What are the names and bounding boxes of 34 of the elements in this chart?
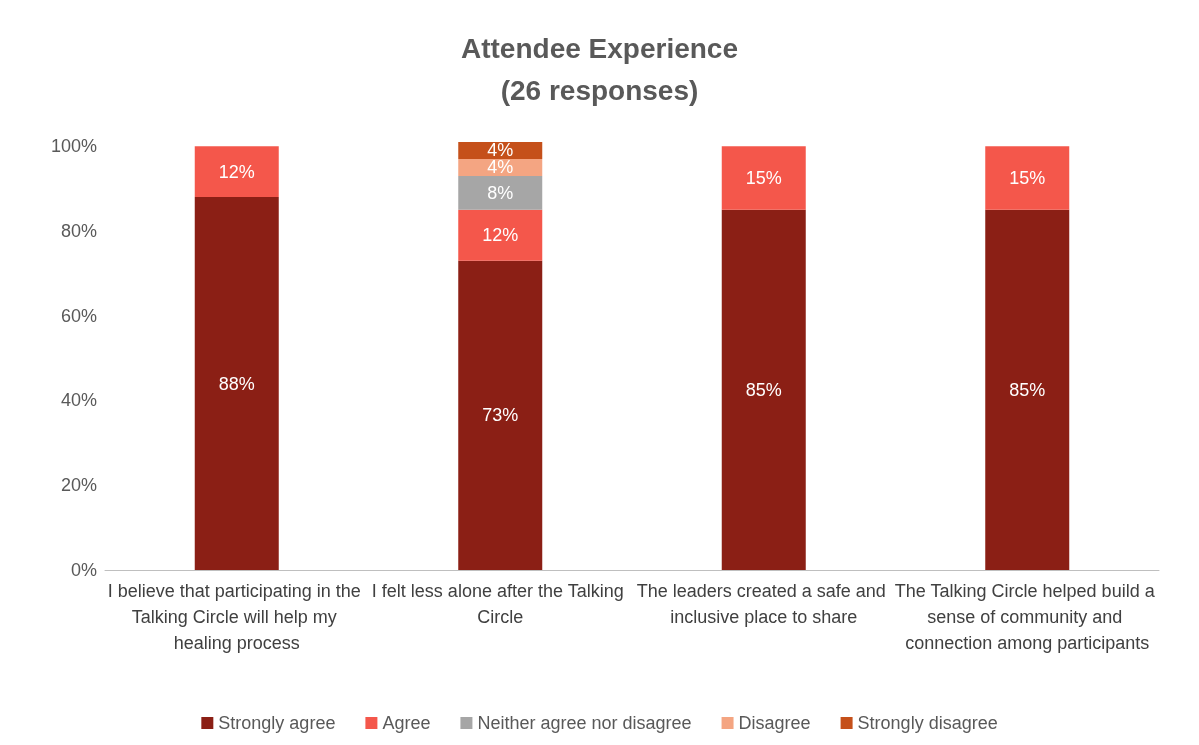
bar <box>721 209 806 570</box>
bar <box>194 197 279 570</box>
x-tick-label: The leaders created a safe and inclusive place to share <box>636 581 891 627</box>
data-label: 15% <box>745 168 782 189</box>
x-tick-label: I felt less alone after the Talking Circle <box>371 581 629 627</box>
data-label: 85% <box>1009 379 1046 400</box>
legend-label: Strongly agree <box>218 713 336 733</box>
y-tick-label: 80% <box>60 220 97 241</box>
data-label: 8% <box>487 182 514 203</box>
x-tick-label: I believe that participating in the Talking Circle will help my healing process <box>107 581 366 653</box>
bar <box>985 209 1070 570</box>
chart-title: Attendee Experience (26 responses) <box>461 32 738 106</box>
y-tick-label: 40% <box>60 390 97 411</box>
x-tick-label: The Talking Circle helped build a sense of community and connection among participants <box>894 581 1160 653</box>
data-label: 85% <box>745 379 782 400</box>
data-label: 73% <box>482 405 519 426</box>
legend-label: Agree <box>382 713 431 733</box>
legend-label: Strongly disagree <box>857 713 998 733</box>
legend-label: Disagree <box>738 713 811 733</box>
legend-label: Neither agree nor disagree <box>477 713 692 733</box>
y-tick-label: 0% <box>70 560 97 580</box>
y-tick-label: 60% <box>60 305 97 326</box>
bar <box>721 146 806 210</box>
data-label: 88% <box>218 373 255 394</box>
y-tick-label: 100% <box>50 136 97 157</box>
bar <box>458 260 543 570</box>
data-label: 12% <box>218 161 255 182</box>
bar <box>458 209 543 261</box>
bar <box>194 146 279 198</box>
bar <box>458 175 543 210</box>
data-label: 12% <box>482 225 519 246</box>
data-label: 15% <box>1009 168 1046 189</box>
y-tick-label: 20% <box>60 475 97 496</box>
bar <box>985 146 1070 210</box>
